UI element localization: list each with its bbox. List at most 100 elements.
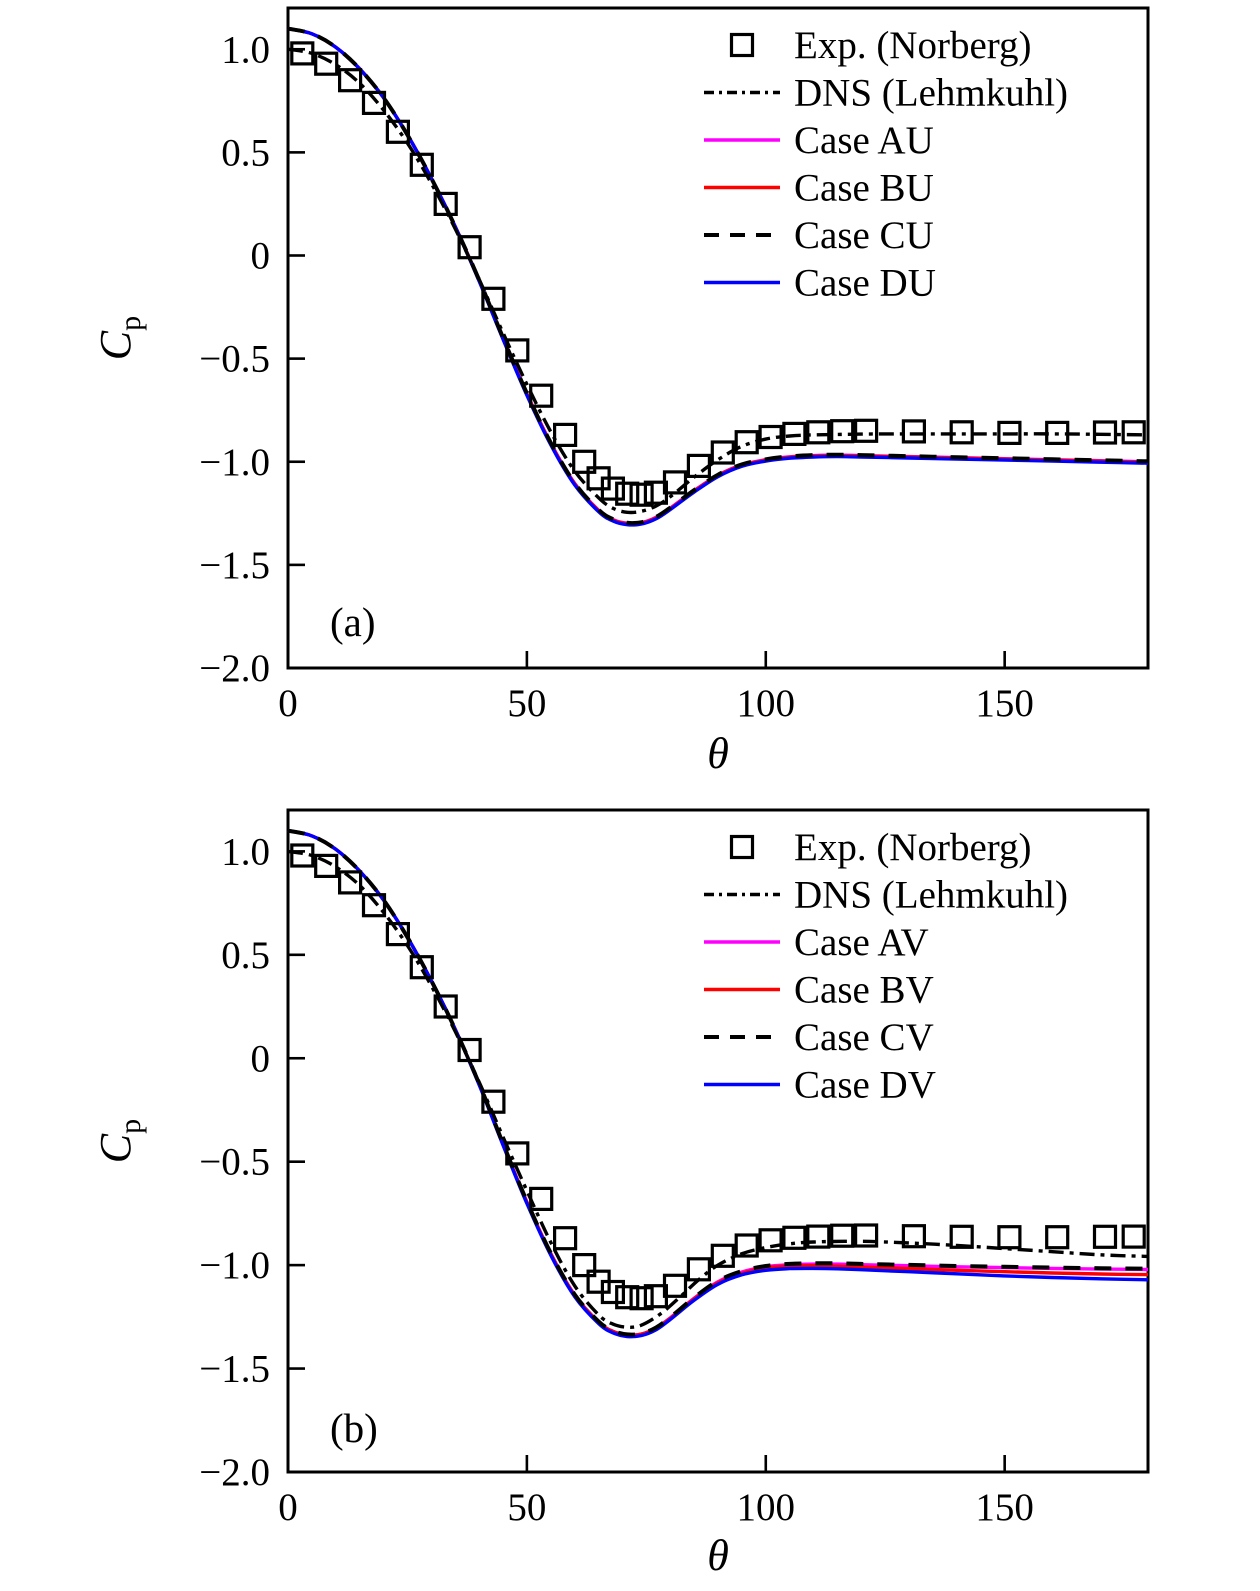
exp-square-marker bbox=[290, 843, 315, 868]
y-tick-label-b: 0.5 bbox=[221, 934, 270, 977]
exp-square-marker bbox=[710, 440, 735, 465]
exp-square-marker bbox=[385, 119, 410, 144]
exp-square-marker bbox=[997, 1225, 1022, 1250]
legend-label: DNS (Lehmkuhl) bbox=[794, 874, 1068, 917]
y-tick-label-a: 0.5 bbox=[221, 131, 270, 174]
legend-label: Exp. (Norberg) bbox=[794, 24, 1032, 67]
exp-square-marker bbox=[457, 235, 482, 260]
exp-square-marker bbox=[385, 921, 410, 947]
legend-b: Exp. (Norberg) DNS (Lehmkuhl)Case AV Case … bbox=[704, 826, 1068, 1107]
x-tick-label-a: 0 bbox=[278, 682, 298, 725]
exp-square-marker bbox=[686, 453, 712, 478]
panel-label-b: (b) bbox=[330, 1405, 378, 1451]
exp-square-marker bbox=[615, 481, 640, 506]
series-exp-norberg-markers-a bbox=[290, 41, 1146, 507]
exp-square-marker bbox=[361, 90, 387, 116]
exp-square-marker bbox=[338, 68, 363, 93]
legend-label: Case DV bbox=[794, 1064, 936, 1107]
y-tick-label-b: 0 bbox=[251, 1037, 271, 1080]
series-case-cu-line-a bbox=[287, 26, 1149, 526]
exp-square-marker bbox=[529, 383, 554, 408]
legend-label: Case DU bbox=[794, 262, 936, 305]
x-axis-label-a: θ bbox=[707, 729, 729, 778]
x-axis-label-b: θ bbox=[707, 1531, 729, 1580]
x-tick-label-b: 100 bbox=[737, 1486, 796, 1529]
exp-square-marker bbox=[629, 482, 654, 507]
legend-label: Case AU bbox=[794, 119, 934, 162]
y-tick-label-a: −0.5 bbox=[199, 338, 270, 381]
exp-square-marker bbox=[1092, 420, 1118, 445]
exp-square-marker bbox=[290, 41, 315, 66]
y-tick-label-b: −1.0 bbox=[199, 1244, 270, 1287]
legend-label: Case BV bbox=[794, 969, 934, 1012]
exp-square-marker bbox=[853, 1223, 879, 1248]
exp-square-marker bbox=[782, 421, 807, 446]
y-axis-label-a: Cp bbox=[91, 316, 147, 360]
exp-square-marker bbox=[505, 338, 530, 363]
y-tick-label-a: −1.5 bbox=[199, 544, 270, 587]
exp-square-marker bbox=[1092, 1224, 1118, 1249]
exp-square-marker bbox=[830, 1223, 855, 1248]
y-tick-label-a: 1.0 bbox=[221, 28, 270, 71]
x-tick-label-a: 150 bbox=[975, 682, 1034, 725]
exp-square-marker bbox=[686, 1257, 712, 1282]
exp-square-marker bbox=[338, 870, 363, 895]
exp-square-marker bbox=[1045, 1225, 1070, 1250]
exp-square-marker bbox=[710, 1243, 735, 1268]
panel-label-a: (a) bbox=[330, 599, 376, 645]
exp-square-marker bbox=[734, 1233, 759, 1258]
exp-square-marker bbox=[662, 1273, 688, 1298]
x-tick-label-a: 50 bbox=[507, 682, 546, 725]
exp-square-marker bbox=[806, 420, 831, 445]
panel-b: 0 50 100 150 1.0 0.5 0 −0.5 −1.0 −1.5 −2.0 θ Cp Exp. … bbox=[91, 808, 1150, 1580]
exp-square-marker bbox=[1045, 420, 1070, 445]
exp-square-marker bbox=[572, 1252, 597, 1278]
y-tick-label-b: −1.5 bbox=[199, 1348, 270, 1391]
exp-square-marker bbox=[600, 476, 626, 501]
panel-a: 0 50 100 150 1.0 0.5 0 −0.5 −1.0 −1.5 −2.0 θ Cp Exp. … bbox=[91, 6, 1150, 778]
y-tick-label-a: −1.0 bbox=[199, 441, 270, 484]
y-tick-label-a: −2.0 bbox=[199, 647, 270, 690]
y-axis-label-b: Cp bbox=[91, 1119, 147, 1163]
x-tick-label-b: 150 bbox=[975, 1486, 1034, 1529]
legend-label: Case AV bbox=[794, 921, 929, 964]
plot-frame-a bbox=[286, 6, 1150, 670]
exp-square-marker bbox=[314, 51, 339, 76]
legend-square-marker-icon bbox=[729, 834, 755, 860]
series-case-cv-line-b bbox=[287, 828, 1149, 1337]
exp-square-marker bbox=[758, 424, 783, 450]
exp-square-marker bbox=[662, 470, 688, 495]
exp-square-marker bbox=[481, 286, 506, 311]
legend-label: DNS (Lehmkuhl) bbox=[794, 72, 1068, 115]
exp-square-marker bbox=[505, 1141, 530, 1166]
y-tick-label-a: 0 bbox=[251, 235, 271, 278]
plot-frame-b bbox=[286, 808, 1150, 1474]
exp-square-marker bbox=[314, 853, 339, 879]
exp-square-marker bbox=[901, 1224, 927, 1249]
exp-square-marker bbox=[997, 420, 1022, 445]
legend-a: Exp. (Norberg) DNS (Lehmkuhl)Case AU Case … bbox=[704, 24, 1068, 305]
exp-square-marker bbox=[1121, 420, 1146, 445]
legend-square-marker-icon bbox=[729, 32, 755, 58]
exp-square-marker bbox=[433, 994, 458, 1019]
exp-square-marker bbox=[830, 419, 855, 444]
legend-label: Case CU bbox=[794, 214, 934, 257]
exp-square-marker bbox=[457, 1037, 482, 1063]
exp-square-marker bbox=[629, 1286, 654, 1311]
exp-square-marker bbox=[901, 419, 927, 444]
y-tick-label-b: 1.0 bbox=[221, 830, 270, 873]
x-tick-label-b: 50 bbox=[507, 1486, 546, 1529]
series-exp-norberg-markers-b bbox=[290, 843, 1146, 1311]
y-tick-label-b: −2.0 bbox=[199, 1451, 270, 1494]
exp-square-marker bbox=[433, 191, 458, 216]
legend-label: Case BU bbox=[794, 167, 934, 210]
y-tick-label-b: −0.5 bbox=[199, 1141, 270, 1184]
exp-square-marker bbox=[409, 955, 434, 980]
exp-square-marker bbox=[734, 430, 759, 455]
exp-square-marker bbox=[600, 1279, 626, 1305]
exp-square-marker bbox=[806, 1224, 831, 1249]
series-dns-lehmkuhl-line-b bbox=[287, 849, 1149, 1329]
